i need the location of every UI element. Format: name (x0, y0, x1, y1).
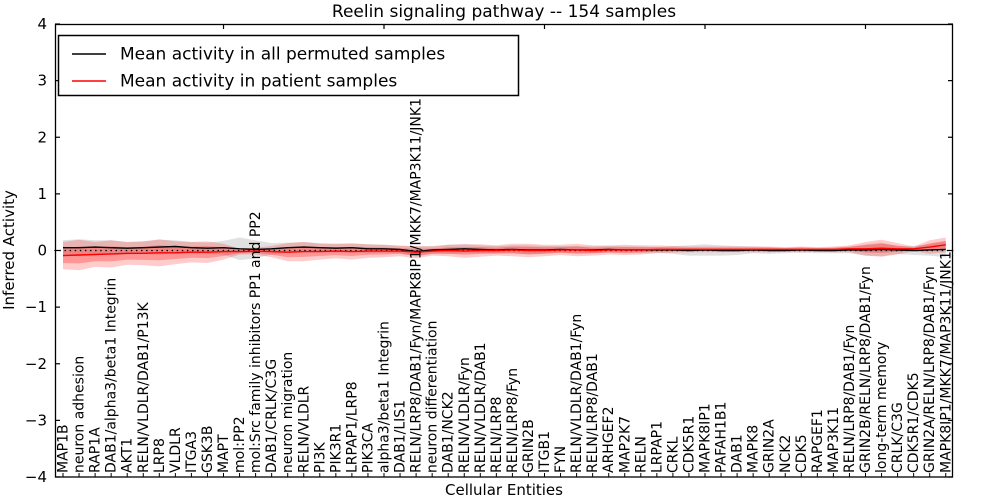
x-tick-label: MAPT (216, 434, 232, 473)
x-tick-label: mol:PP2 (232, 416, 248, 473)
x-tick-label: CDK5R1 (681, 416, 697, 473)
x-tick-label: ITGB1 (537, 431, 553, 473)
confidence-band-patient-inner (63, 240, 946, 264)
x-tick-label: GRIN2A/RELN/LRP8/DAB1/Fyn (922, 266, 938, 473)
x-tick-label: RELN/VLDLR (296, 385, 312, 473)
confidence-bands-layer (63, 237, 946, 271)
x-tick-label: PIK3CA (360, 423, 376, 473)
y-tick-label: −4 (25, 468, 47, 486)
x-tick-label: RELN/LRP8/Fyn (505, 368, 521, 473)
x-tick-label: neuron adhesion (72, 356, 88, 473)
x-tick-label: GSK3B (200, 426, 216, 473)
x-tick-label: neuron differentiation (425, 321, 441, 473)
x-tick-label: PI3K (312, 442, 328, 473)
x-tick-label: long-term memory (874, 342, 890, 473)
x-tick-label: PIK3R1 (328, 424, 344, 473)
x-tick-label: LRPAP1/LRP8 (344, 381, 360, 473)
x-tick-label: RAP1A (88, 427, 104, 473)
legend-box (57, 34, 520, 97)
x-tick-label: RELN/VLDLR/DAB1/P13K (136, 301, 152, 473)
x-tick-label: RELN/LRP8/DAB1 (585, 353, 601, 473)
x-tick-label: DAB1/LIS1 (393, 400, 409, 473)
y-tick-label: 0 (37, 242, 47, 260)
x-tick-label: RELN (633, 436, 649, 473)
x-axis-label: Cellular Entities (445, 481, 563, 499)
y-tick-label: 1 (37, 185, 47, 203)
x-tick-label: RELN/VLDLR/DAB1 (473, 342, 489, 473)
x-tick-label: CDK5R1/CDK5 (906, 372, 922, 473)
x-tick-label: MAP2K7 (617, 416, 633, 473)
x-tick-label: ITGA3 (184, 431, 200, 473)
y-tick-label: −2 (25, 355, 47, 373)
x-tick-labels-layer: MAP1B neuron adhesion RAP1A DAB1/alpha3/bet… (56, 98, 955, 473)
y-tick-label: −1 (25, 298, 47, 316)
x-tick-label: FYN (553, 446, 569, 473)
x-tick-label: neuron migration (280, 352, 296, 473)
x-tick-label: RELN/LRP8 (489, 397, 505, 473)
y-axis-label: Inferred Activity (0, 190, 18, 310)
x-tick-label: MAPK8 (746, 425, 762, 473)
x-tick-label: GRIN2B/RELN/LRP8/DAB1/Fyn (858, 266, 874, 473)
legend-label-patient: Mean activity in patient samples (120, 72, 397, 92)
x-tick-label: RELN/LRP8/DAB1/Fyn (842, 325, 858, 473)
confidence-band-permuted (63, 237, 946, 261)
y-tick-label: 3 (37, 72, 47, 90)
x-tick-label: VLDLR (168, 427, 184, 473)
x-tick-label: MAPK8IP1 (698, 403, 714, 473)
x-tick-label: RELN/LRP8/DAB1/Fyn/MAPK8IP1/MKK7/MAP3K11… (409, 98, 425, 473)
x-tick-label: LRP8 (152, 438, 168, 473)
y-tick-label: 2 (37, 128, 47, 146)
x-tick-label: MAPK8IP1/MKK7/MAP3K11/JNK1 (938, 251, 954, 473)
x-tick-label: ARHGEF2 (601, 407, 617, 474)
x-tick-label: CRKL (665, 436, 681, 473)
x-tick-label: mol:Src family inhibitors PP1 and PP2 (248, 211, 264, 473)
x-tick-label: RAPGEF1 (810, 409, 826, 473)
x-tick-label: DAB1/CRLK/C3G (264, 359, 280, 473)
x-tick-label: DAB1/NCK2 (441, 391, 457, 473)
x-tick-label: MAP1B (56, 424, 72, 473)
x-tick-label: DAB1/alpha3/beta1 Integrin (104, 278, 120, 473)
x-tick-label: GRIN2A (762, 419, 778, 473)
y-tick-label: −3 (25, 411, 47, 429)
x-tick-label: GRIN2B (521, 419, 537, 473)
plot-border (54, 23, 954, 478)
x-tick-label: NCK2 (778, 435, 794, 473)
series-line-patient (62, 244, 946, 257)
chart-title: Reelin signaling pathway -- 154 samples (332, 2, 676, 22)
series-lines-layer (54, 244, 954, 257)
confidence-band-patient-outer (63, 237, 946, 271)
x-tick-label: RELN/VLDLR/DAB1/Fyn (569, 314, 585, 473)
x-tick-label: MAP3K11 (826, 407, 842, 473)
legend-label-permuted: Mean activity in all permuted samples (120, 45, 445, 65)
x-tick-label: DAB1 (730, 434, 746, 473)
x-tick-label: AKT1 (120, 438, 136, 473)
legend: Mean activity in all permuted samples Me… (57, 34, 520, 97)
axis-ticks-layer: 4 3 2 1 0 −1 −2 −3 −4 (25, 15, 953, 486)
x-tick-label: alpha3/beta1 Integrin (377, 321, 393, 473)
x-tick-label: RELN/VLDLR/Fyn (457, 357, 473, 473)
y-tick-label: 4 (37, 15, 47, 33)
x-tick-label: CDK5 (794, 434, 810, 473)
x-tick-label: PAFAH1B1 (714, 402, 730, 473)
x-tick-label: CRLK/C3G (890, 402, 906, 473)
x-tick-label: LRPAP1 (649, 421, 665, 473)
